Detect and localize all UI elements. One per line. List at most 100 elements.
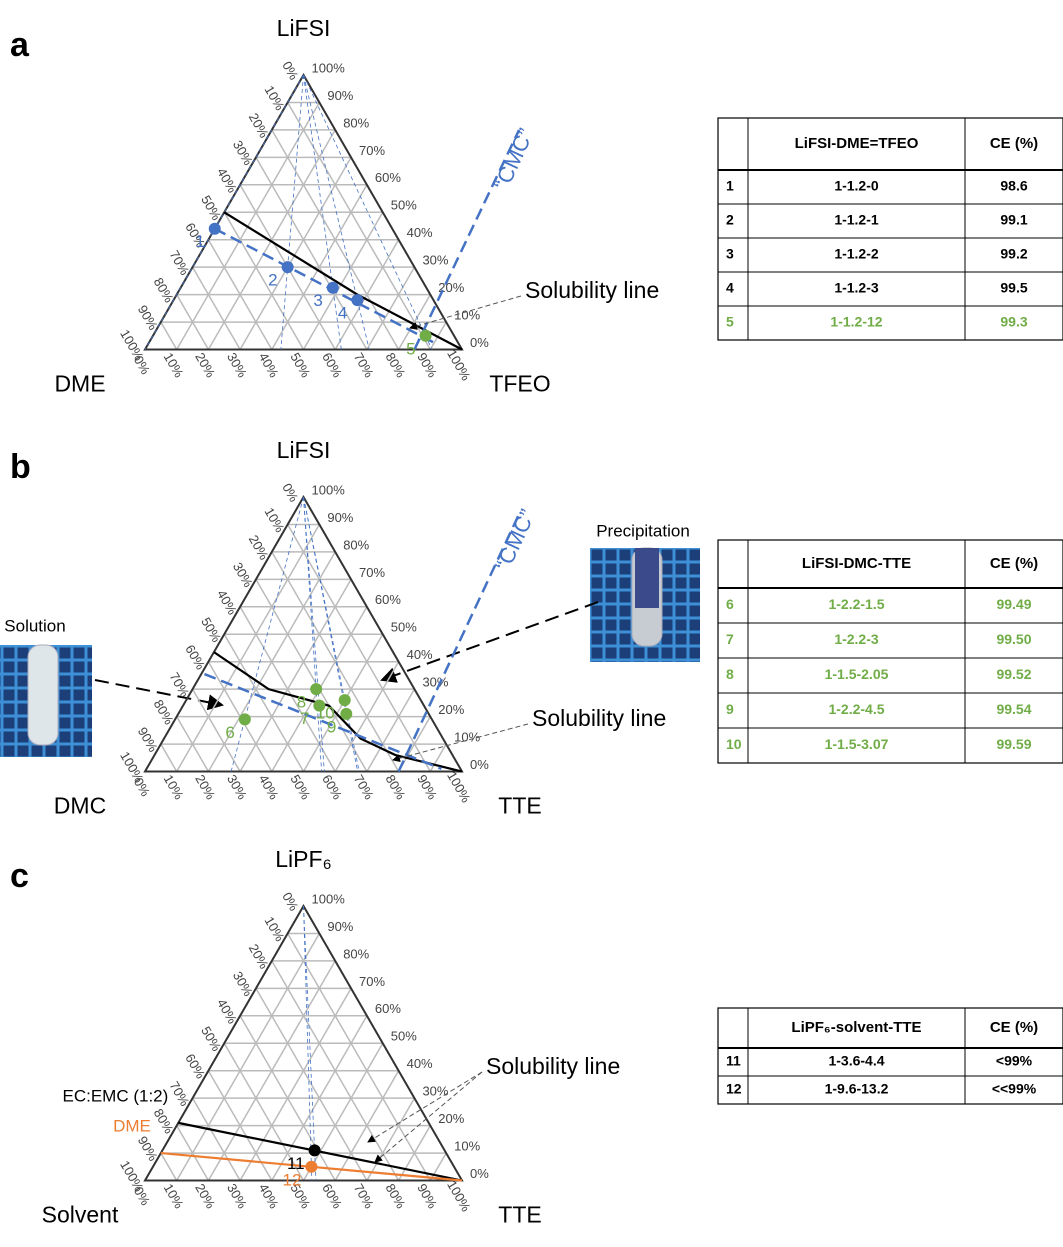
table-cell: <<99% <box>992 1081 1037 1097</box>
right-tick-label: 30% <box>422 675 448 690</box>
cmc-label: “CMC” <box>490 505 540 574</box>
right-tick-label: 70% <box>359 565 385 580</box>
right-tick-label: 80% <box>343 537 369 552</box>
grid-line <box>287 102 431 350</box>
table-cell: 1-2.2-4.5 <box>828 701 884 717</box>
grid-line <box>255 578 368 772</box>
table-cell: 99.52 <box>996 666 1031 682</box>
precipitation-solid <box>635 548 659 608</box>
grid-line <box>334 239 400 350</box>
point-label: 2 <box>268 271 277 290</box>
data-point <box>338 694 351 707</box>
grid-line <box>366 688 416 772</box>
grid-line <box>223 211 305 350</box>
right-tick-label: 60% <box>375 592 401 607</box>
bottom-tick-label: 40% <box>256 772 282 802</box>
bottom-tick-label: 60% <box>319 1181 345 1211</box>
composition-line <box>413 129 521 351</box>
bottom-tick-label: 90% <box>414 350 440 380</box>
grid-line <box>429 321 447 350</box>
table-cell: 1-2.2-1.5 <box>828 596 884 612</box>
grid-line <box>429 1152 447 1181</box>
right-tick-label: 90% <box>327 88 353 103</box>
bottom-tick-label: 10% <box>161 350 187 380</box>
right-tick-label: 40% <box>407 1056 433 1071</box>
cmc-label: “CMC” <box>489 125 539 194</box>
guide-line <box>303 496 323 772</box>
data-point <box>326 281 339 294</box>
point-label: 4 <box>338 304 347 323</box>
grid-line <box>429 743 447 772</box>
panel-letter: a <box>10 26 30 64</box>
bottom-tick-label: 80% <box>383 350 409 380</box>
grid-line <box>334 661 400 772</box>
bottom-tick-label: 10% <box>161 1181 187 1211</box>
bottom-tick-label: 70% <box>351 1181 377 1211</box>
grid-line <box>191 1097 241 1181</box>
solution-tube <box>27 644 59 746</box>
table-cell: 1-1.2-1 <box>834 212 879 228</box>
guide-line <box>303 74 370 350</box>
table-cell: 1-1.2-0 <box>834 178 879 194</box>
guide-line <box>303 74 433 350</box>
table-cell: 99.54 <box>996 701 1031 717</box>
right-tick-label: 100% <box>312 891 346 906</box>
point-label: 10 <box>316 704 335 723</box>
table-cell: 3 <box>726 246 734 262</box>
table: LiFSI-DME=TFEO CE (%) 1 1-1.2-0 98.6 2 1-1.2-1… <box>717 117 1063 341</box>
composition-line <box>213 651 463 773</box>
left-tick-label: 100% <box>117 749 147 786</box>
bottom-tick-label: 60% <box>319 350 345 380</box>
photos <box>0 547 700 757</box>
left-tick-label: 100% <box>117 1158 147 1195</box>
data-point <box>281 261 294 274</box>
table-cell: 98.6 <box>1000 178 1027 194</box>
table-header: LiFSI-DME=TFEO <box>795 135 919 152</box>
table-cell: 1-9.6-13.2 <box>825 1081 889 1097</box>
point-label: 5 <box>406 339 415 358</box>
left-tick-label: 100% <box>117 327 147 364</box>
right-tick-label: 80% <box>343 946 369 961</box>
right-tick-label: 40% <box>407 647 433 662</box>
bottom-tick-label: 50% <box>287 772 313 802</box>
table-cell: 1-3.6-4.4 <box>828 1053 884 1069</box>
table-cell: 6 <box>726 596 734 612</box>
table-cell: 4 <box>726 280 734 296</box>
table-header: LiPF₆-solvent-TTE <box>791 1019 921 1036</box>
right-tick-label: 90% <box>327 919 353 934</box>
table-cell: 5 <box>726 314 734 330</box>
grid-line <box>223 1042 305 1181</box>
grid-line <box>239 156 352 350</box>
right-vertex-label: TTE <box>498 793 541 819</box>
right-tick-label: 0% <box>470 757 489 772</box>
bottom-tick-label: 100% <box>444 1178 474 1215</box>
table: LiPF₆-solvent-TTE CE (%) 11 1-3.6-4.4 <99% 12… <box>717 1007 1063 1105</box>
table-cell: 99.59 <box>996 736 1031 752</box>
bottom-tick-label: 70% <box>351 350 377 380</box>
grid-line <box>160 1152 178 1181</box>
table-cell: 99.3 <box>1000 314 1027 330</box>
bottom-tick-label: 30% <box>224 1181 250 1211</box>
table-cell: 12 <box>726 1081 742 1097</box>
bottom-tick-label: 20% <box>192 1181 218 1211</box>
grid-line <box>176 1125 210 1181</box>
right-tick-label: 60% <box>375 1001 401 1016</box>
data-point <box>313 699 326 712</box>
right-tick-label: 100% <box>312 482 346 497</box>
right-tick-label: 70% <box>359 143 385 158</box>
table-header: LiFSI-DMC-TTE <box>802 555 911 572</box>
right-tick-label: 60% <box>375 170 401 185</box>
panel-letter: b <box>10 448 31 486</box>
right-tick-label: 90% <box>327 510 353 525</box>
top-vertex-label: LiPF₆ <box>275 846 332 872</box>
guide-line <box>303 496 360 772</box>
data-point <box>340 707 353 720</box>
grid-line <box>397 294 431 350</box>
photo-caption: Solution <box>4 616 65 635</box>
table-cell: 99.50 <box>996 631 1031 647</box>
table-cell: 11 <box>726 1053 741 1069</box>
right-tick-label: 70% <box>359 974 385 989</box>
